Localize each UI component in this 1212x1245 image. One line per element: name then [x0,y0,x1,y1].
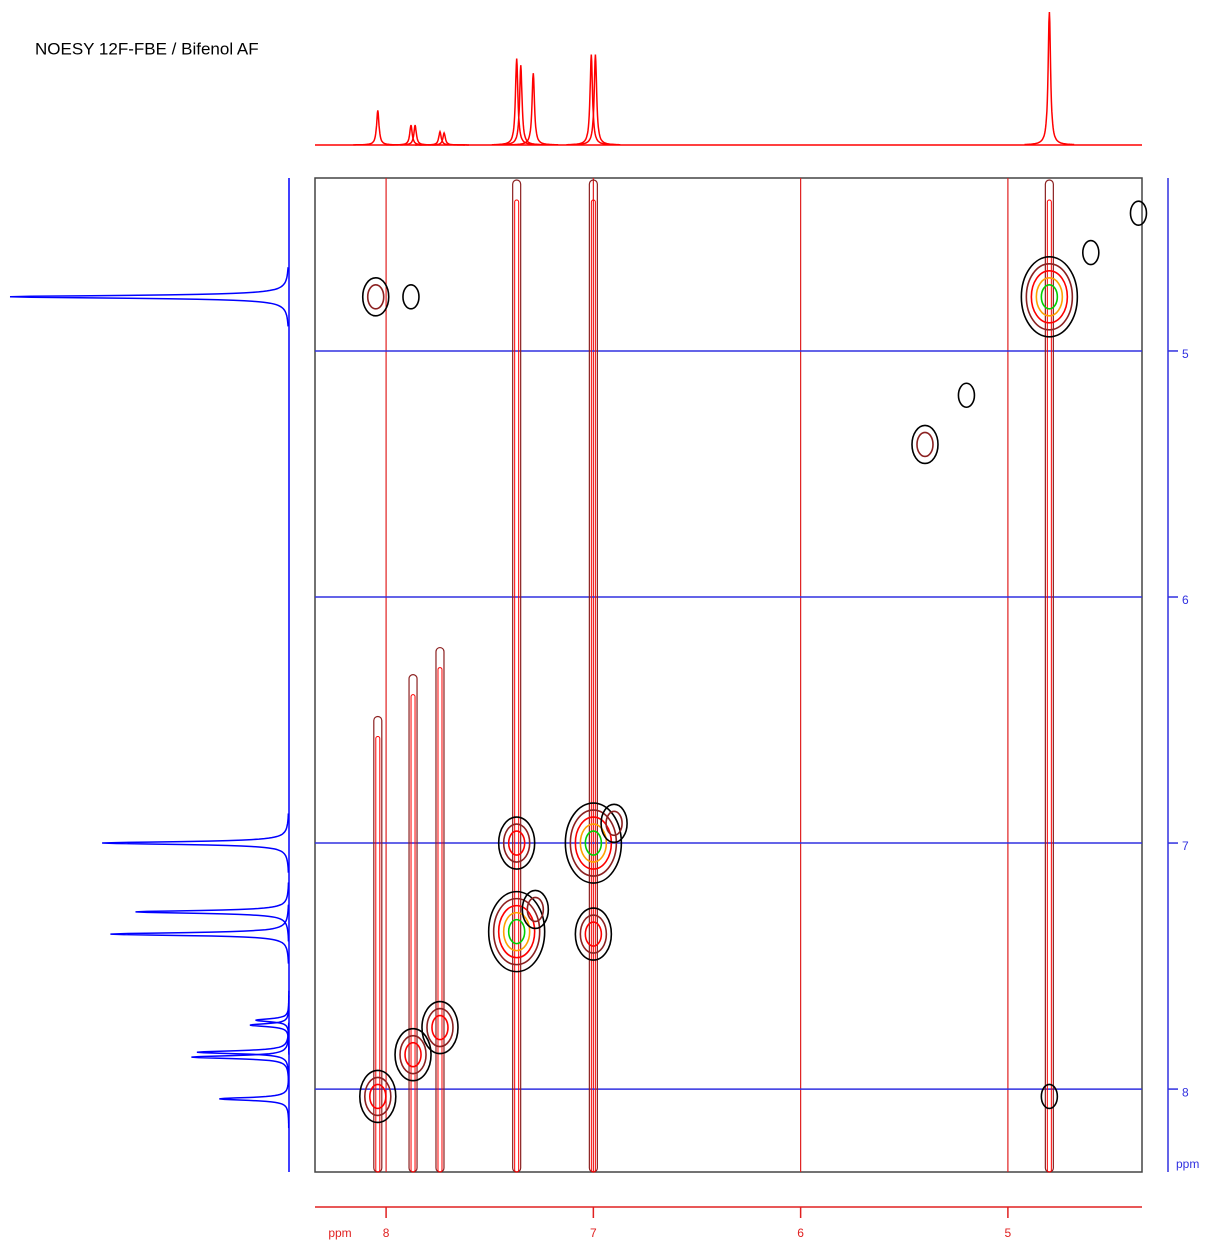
top-projection-peak [1024,11,1075,146]
contour [574,816,613,870]
contour [1020,256,1079,338]
contour [564,802,623,884]
contour [1129,200,1148,226]
y-tick-label: 6 [1182,593,1189,607]
y-axis-label: ppm [1176,1157,1199,1171]
contour [916,431,934,458]
t1-streak [410,694,416,1173]
x-axis-label: ppm [328,1226,351,1240]
cross-peak [1082,239,1100,266]
contour [584,830,603,856]
top-projection-peak [570,54,621,146]
contour [431,1014,449,1041]
contour [526,896,545,923]
cross-peak [402,284,420,310]
left-projection-peak [110,904,290,964]
cross-peak [1040,1083,1059,1110]
contour [399,1034,427,1075]
x-tick-label: 7 [590,1226,597,1240]
contour [957,382,976,409]
cross-peak [497,816,536,870]
t1-streak [514,199,520,1173]
contour [605,810,623,837]
contour [426,1007,454,1048]
contour [497,904,536,959]
contour [421,1000,459,1055]
contour [600,803,628,844]
cross-peak [574,907,613,961]
contour [579,914,608,954]
contour [366,284,385,310]
contour [502,823,531,863]
cross-peak [421,646,459,1173]
cross-peak [911,424,939,465]
contour [359,1069,397,1124]
contour [1030,270,1069,324]
y-tick-label: 5 [1182,347,1189,361]
cross-peak [1129,200,1148,226]
contour [502,911,531,952]
x-tick-label: 6 [797,1226,804,1240]
contour [507,830,526,856]
contour [507,918,526,945]
top-projection-peak [495,65,546,146]
t1-streak [590,199,596,1173]
contour [1025,263,1074,331]
t1-streak [1046,199,1052,1173]
contour [402,284,420,310]
contour [574,907,613,961]
top-projection-peak [508,73,559,146]
x-tick-label: 5 [1005,1226,1012,1240]
contour [1040,284,1059,310]
left-projection-peak [102,813,290,873]
contour [492,897,541,966]
cross-peak [394,674,432,1173]
contour [361,277,390,317]
contour [1040,1083,1059,1110]
y-tick-label: 7 [1182,839,1189,853]
cross-peak [359,715,397,1173]
contour [569,809,618,877]
plot-frame [314,177,1143,1173]
left-projection-peak [135,882,290,942]
contour [394,1027,432,1082]
contour [487,890,546,973]
y-tick-label: 8 [1182,1085,1189,1099]
cross-peak [564,179,623,1173]
cross-peak [600,803,628,844]
contour [1035,277,1064,317]
contour [911,424,939,465]
contour [369,1083,387,1110]
cross-peak [487,179,546,1173]
t1-streak [437,667,443,1173]
contour [404,1041,422,1068]
contour [579,823,608,863]
left-projection-peak [219,1069,290,1129]
top-projection-peak [419,131,469,146]
contour [497,816,536,870]
x-tick-label: 8 [383,1226,390,1240]
chart-title: NOESY 12F-FBE / Bifenol AF [35,39,259,58]
cross-peak [1020,179,1079,1173]
contour [584,921,603,947]
left-projection-peak [9,267,289,327]
cross-peak [361,277,390,317]
cross-peak [521,889,550,930]
contour [1082,239,1100,266]
t1-streak [375,735,381,1173]
contour [364,1076,392,1117]
cross-peak [957,382,976,409]
contour [521,889,550,930]
